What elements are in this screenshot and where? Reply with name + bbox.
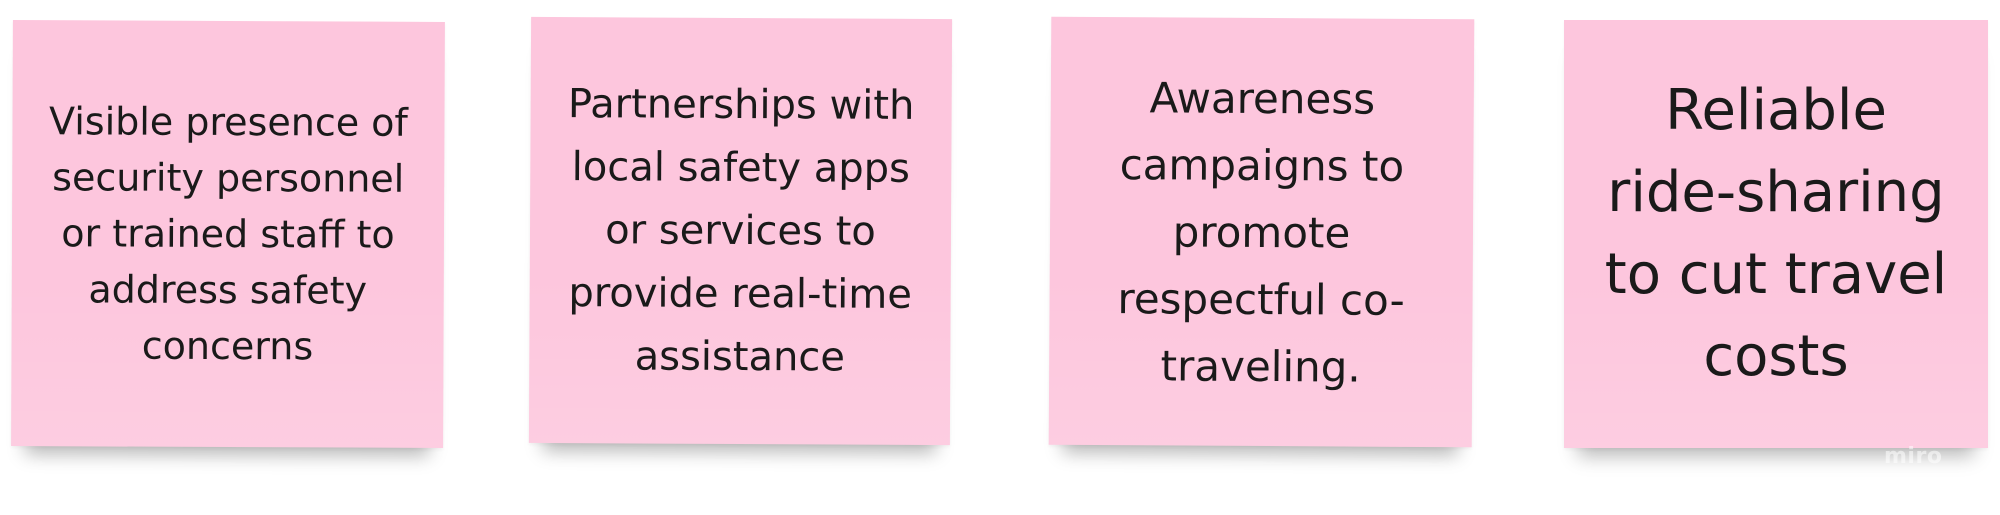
sticky-note-ride-sharing[interactable]: Reliable ride-sharing to cut travel cost… xyxy=(1564,20,1988,448)
sticky-note-text: Visible presence of security personnel o… xyxy=(49,99,408,369)
sticky-note-safety-partnerships[interactable]: Partnerships with local safety apps or s… xyxy=(528,16,953,446)
sticky-note-awareness-campaigns[interactable]: Awareness campaigns to promote respectfu… xyxy=(1048,16,1475,448)
sticky-note-text: Awareness campaigns to promote respectfu… xyxy=(1117,72,1405,392)
sticky-note-text: Reliable ride-sharing to cut travel cost… xyxy=(1604,78,1948,389)
sticky-note-text: Partnerships with local safety apps or s… xyxy=(567,80,915,381)
miro-watermark-logo: miro xyxy=(1884,444,1943,469)
sticky-note-security-personnel[interactable]: Visible presence of security personnel o… xyxy=(11,20,445,448)
